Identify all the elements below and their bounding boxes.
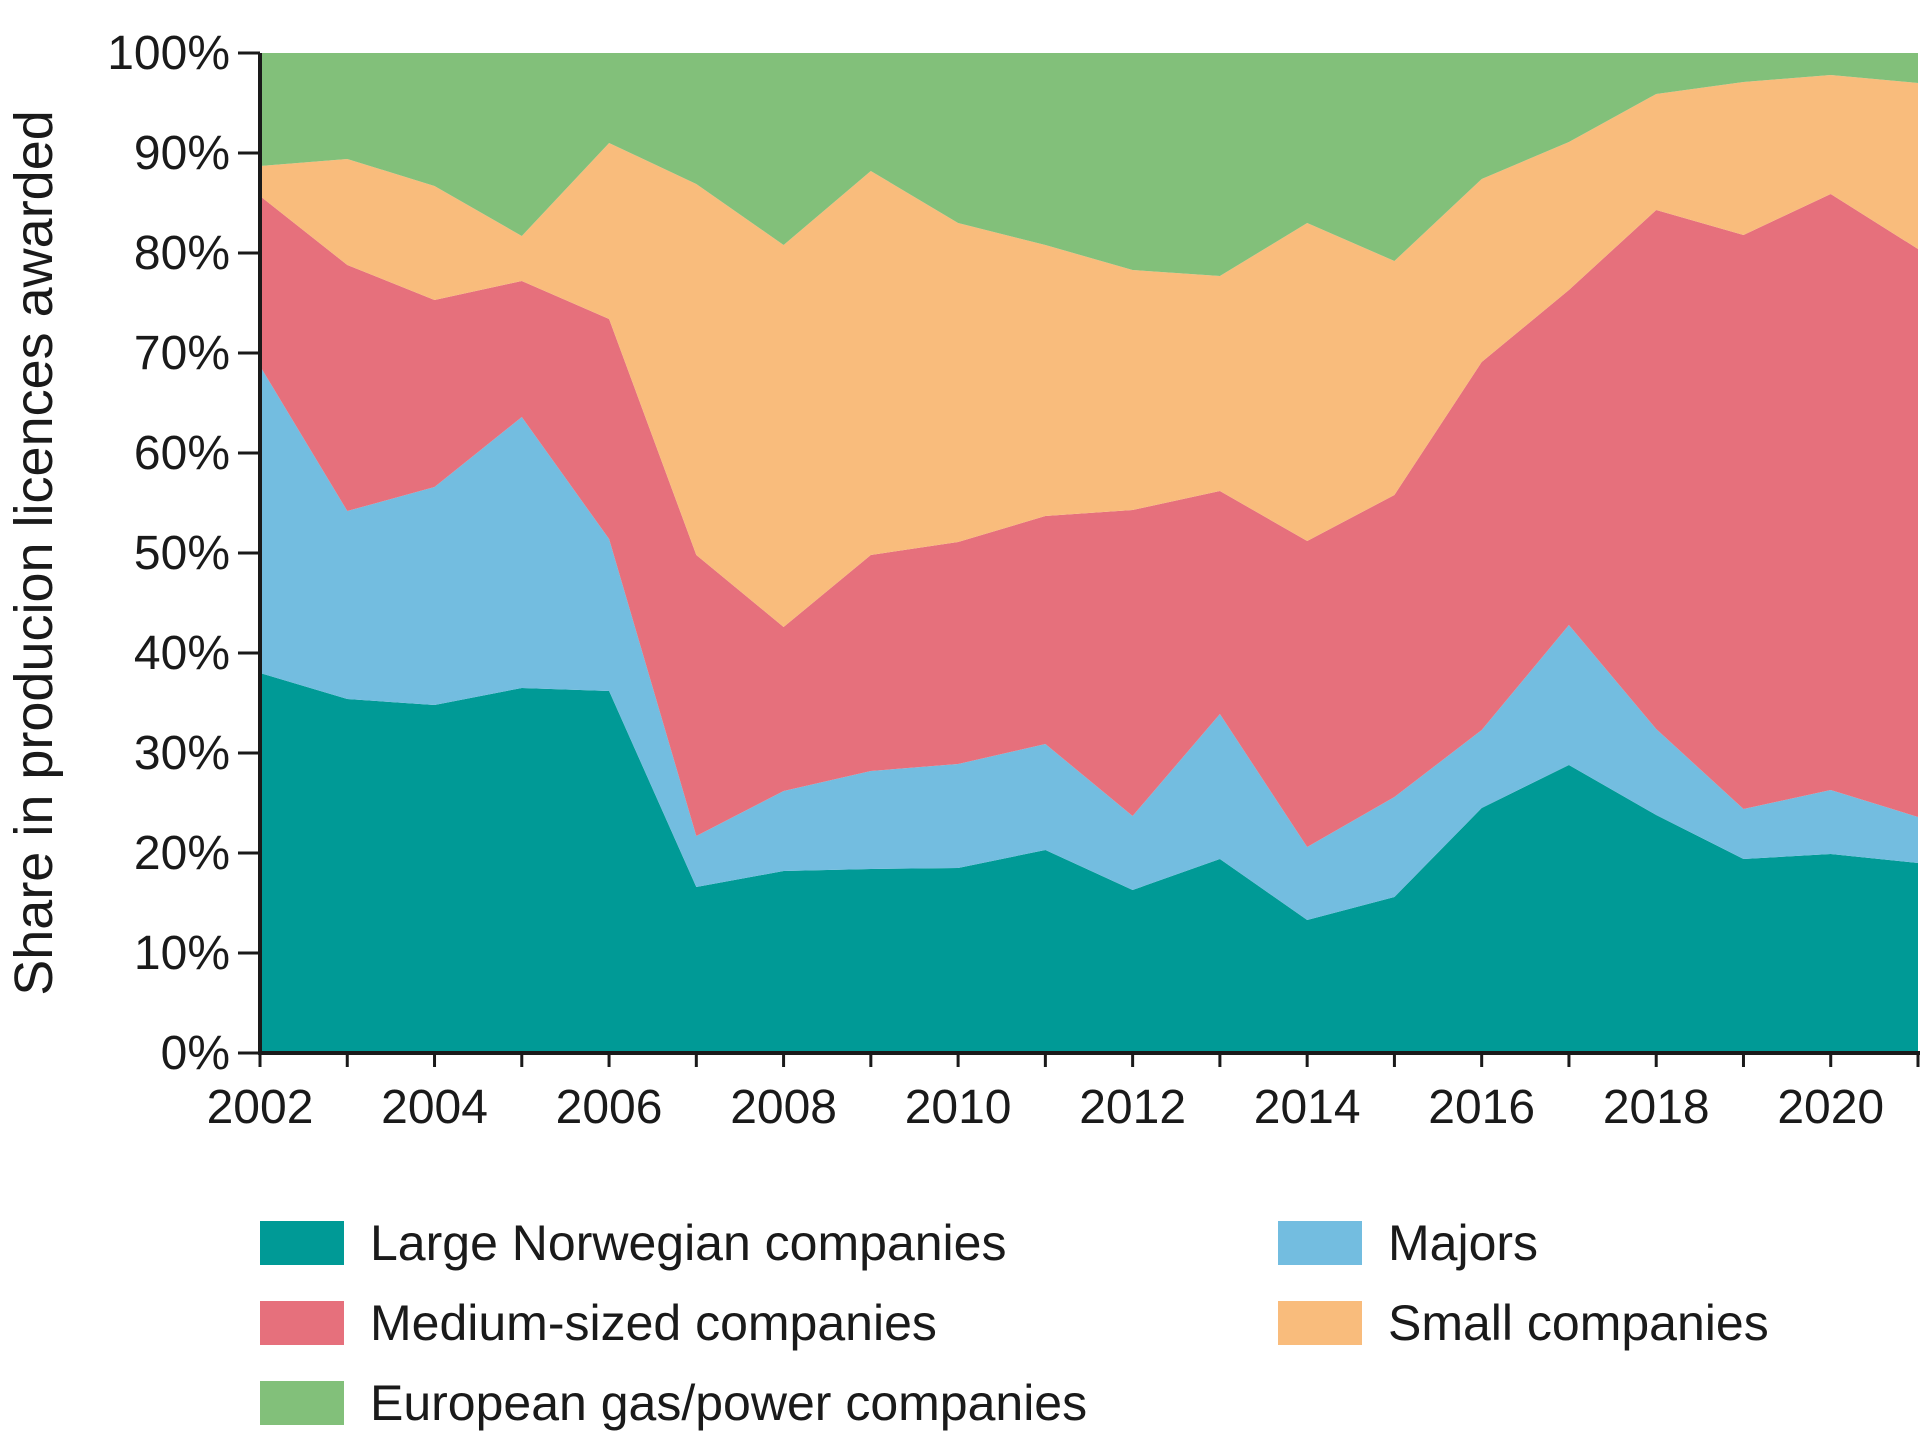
- legend-label: Large Norwegian companies: [370, 1215, 1007, 1271]
- legend-label: Majors: [1388, 1215, 1539, 1271]
- y-axis-label: Share in producion licences awarded: [4, 110, 64, 996]
- area-series-small-companies: [260, 75, 1918, 627]
- y-tick-label: 0%: [161, 1027, 230, 1080]
- y-tick-label: 80%: [134, 227, 230, 280]
- x-tick-label: 2014: [1254, 1081, 1361, 1134]
- legend-swatch: [1278, 1221, 1362, 1265]
- x-ticks: 2002 2004 2006 2008 2010 2012 2014 2016 2018 2020: [207, 1053, 1920, 1134]
- y-tick-label: 90%: [134, 127, 230, 180]
- area-series-large-norwegian-companies: [260, 673, 1918, 1053]
- x-tick-label: 2016: [1428, 1081, 1535, 1134]
- legend-item-large-norwegian: Large Norwegian companies: [260, 1210, 1006, 1276]
- y-ticks: 0% 10% 20% 30% 40% 50% 60% 70% 80% 90% 100%: [107, 27, 260, 1080]
- plot-areas: [260, 53, 1918, 1053]
- legend-item-medium-sized: Medium-sized companies: [260, 1290, 937, 1356]
- legend-label: Medium-sized companies: [370, 1295, 937, 1351]
- y-tick-label: 30%: [134, 727, 230, 780]
- x-tick-label: 2002: [207, 1081, 314, 1134]
- legend-swatch: [260, 1221, 344, 1265]
- legend-item-small: Small companies: [1278, 1290, 1769, 1356]
- legend-swatch: [1278, 1301, 1362, 1345]
- legend-label: Small companies: [1388, 1295, 1769, 1351]
- x-tick-label: 2018: [1603, 1081, 1710, 1134]
- y-tick-label: 20%: [134, 827, 230, 880]
- area-series-majors: [260, 366, 1918, 920]
- legend-item-majors: Majors: [1278, 1210, 1538, 1276]
- area-series-european-gas-power-companies: [260, 53, 1918, 276]
- legend-swatch: [260, 1301, 344, 1345]
- x-tick-label: 2006: [556, 1081, 663, 1134]
- y-tick-label: 40%: [134, 627, 230, 680]
- x-tick-label: 2008: [730, 1081, 837, 1134]
- x-tick-label: 2020: [1777, 1081, 1884, 1134]
- x-tick-label: 2010: [905, 1081, 1012, 1134]
- y-tick-label: 100%: [107, 27, 230, 80]
- y-tick-label: 10%: [134, 927, 230, 980]
- y-tick-label: 50%: [134, 527, 230, 580]
- x-tick-label: 2004: [381, 1081, 488, 1134]
- legend-label: European gas/power companies: [370, 1375, 1088, 1431]
- x-tick-label: 2012: [1079, 1081, 1186, 1134]
- legend-item-european-gas-power: European gas/power companies: [260, 1370, 1087, 1436]
- y-tick-label: 60%: [134, 427, 230, 480]
- legend-swatch: [260, 1381, 344, 1425]
- area-series-medium-sized-companies: [260, 194, 1918, 847]
- y-tick-label: 70%: [134, 327, 230, 380]
